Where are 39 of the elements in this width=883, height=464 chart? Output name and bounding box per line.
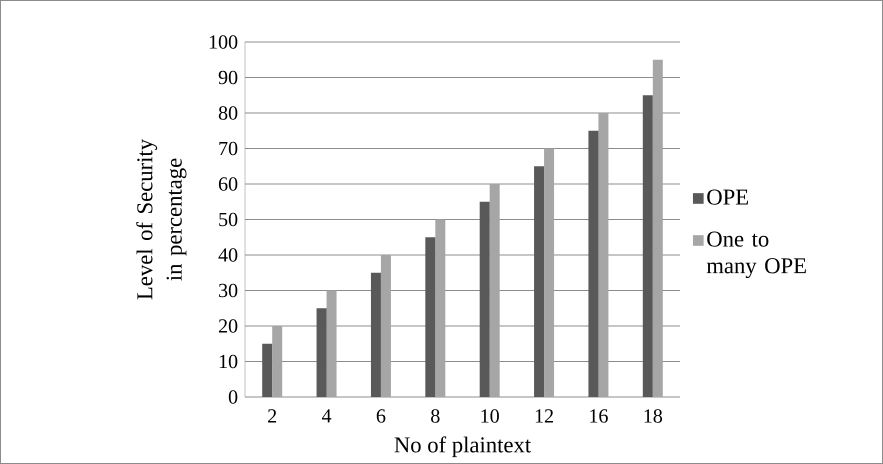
y-tick-label: 100	[210, 35, 238, 49]
x-tick-label: 10	[481, 409, 499, 423]
x-tick-label: 4	[322, 409, 332, 422]
y-axis-title: Level of Security in percentage	[136, 139, 186, 300]
x-tick-label: 12	[536, 409, 553, 422]
bar	[480, 202, 490, 397]
bar	[544, 148, 554, 397]
bar	[326, 290, 337, 397]
x-tick-label: 18	[644, 409, 662, 423]
x-axis-title: No of plaintext	[394, 436, 531, 458]
bar	[652, 60, 663, 397]
bar	[262, 344, 272, 397]
y-tick-label: 80	[218, 106, 238, 120]
bar	[425, 237, 436, 397]
legend-label: One to many OPE	[706, 231, 806, 278]
y-tick-label: 20	[218, 319, 238, 333]
y-tick-label: 30	[219, 284, 238, 298]
legend-label: OPE	[707, 189, 748, 205]
bar	[490, 184, 500, 397]
bar	[598, 112, 608, 397]
y-tick-label: 90	[218, 70, 238, 84]
bar	[435, 219, 446, 397]
x-tick-label: 8	[431, 409, 440, 423]
bar	[316, 308, 327, 397]
y-tick-label: 70	[219, 142, 238, 156]
bar	[534, 166, 544, 397]
bar	[272, 326, 282, 397]
y-tick-label: 60	[218, 177, 238, 191]
bar	[588, 130, 598, 397]
y-tick-label: 10	[220, 354, 238, 368]
y-tick-label: 0	[228, 390, 238, 404]
bar	[642, 95, 653, 397]
x-tick-label: 16	[590, 409, 608, 423]
x-tick-label: 2	[268, 409, 276, 422]
bar	[370, 272, 381, 397]
y-tick-label: 50	[219, 212, 238, 226]
bar	[380, 254, 391, 397]
y-tick-label: 40	[218, 248, 238, 262]
x-tick-label: 6	[376, 409, 386, 423]
